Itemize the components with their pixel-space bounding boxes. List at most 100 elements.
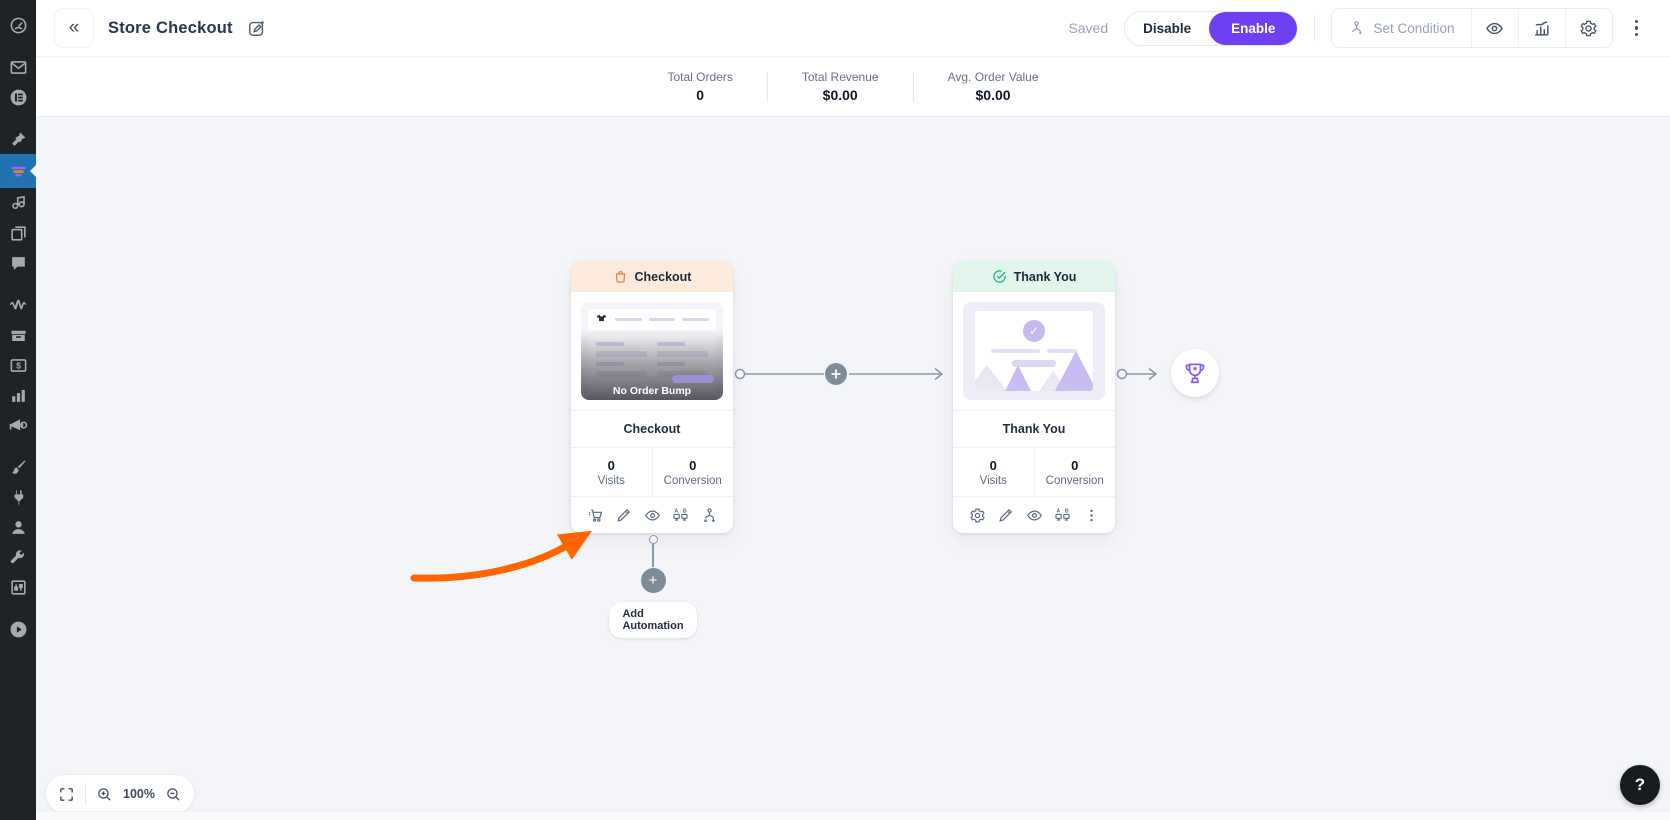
appearance-icon[interactable] (0, 452, 36, 482)
divider (1517, 9, 1519, 47)
step-more-options-button[interactable] (1083, 507, 1100, 524)
divider (1314, 15, 1316, 41)
shopping-bag-icon (615, 271, 625, 283)
funnel-stats-bar: Total Orders 0 Total Revenue $0.00 Avg. … (36, 57, 1670, 117)
step-settings-button[interactable] (969, 507, 986, 524)
step-card-thankyou[interactable]: Thank You ✓ Thank You 0 (953, 261, 1115, 533)
set-condition-button[interactable]: Set Condition (1332, 20, 1470, 37)
svg-text:B: B (683, 508, 687, 514)
funnel-end-node[interactable] (1171, 349, 1219, 397)
connector-thankyou-end (1116, 367, 1158, 381)
svg-text::: : (680, 509, 681, 514)
tools-icon[interactable] (0, 542, 36, 572)
admin-sidebar: $ (0, 0, 36, 820)
cart-icon (588, 509, 602, 522)
wpfunnels-icon[interactable] (0, 154, 36, 188)
enable-button[interactable]: Enable (1209, 11, 1298, 45)
eye-icon (1486, 22, 1503, 34)
double-chevron-left-icon: « (68, 17, 80, 38)
svg-text:A: A (674, 508, 678, 514)
step-card-checkout[interactable]: Checkout No Order Bump Checkout 0 (571, 261, 733, 533)
gear-icon (969, 508, 985, 522)
analytics-button[interactable] (1519, 9, 1565, 47)
thankyou-card-stats: 0 Visits 0 Conversion (953, 447, 1115, 496)
main-area: « Store Checkout Saved Disable Enable Se… (36, 0, 1670, 820)
marketing-icon[interactable] (0, 410, 36, 440)
divider (1564, 9, 1566, 47)
zoom-in-button[interactable] (96, 786, 113, 803)
edit-title-button[interactable] (247, 19, 266, 38)
analytics-icon[interactable] (0, 380, 36, 410)
automation-button[interactable] (701, 507, 718, 524)
thankyou-conversion: 0 Conversion (1033, 448, 1116, 496)
settings-icon[interactable] (0, 572, 36, 602)
pages-icon[interactable] (0, 218, 36, 248)
eye-icon (1026, 510, 1042, 520)
comments-icon[interactable] (0, 248, 36, 278)
zoom-out-button[interactable] (165, 786, 182, 803)
stat-avg-order-value: Avg. Order Value $0.00 (947, 70, 1039, 103)
checkout-card-header: Checkout (571, 261, 733, 292)
checkout-card-actions: A:B (571, 496, 733, 533)
mail-icon[interactable] (0, 52, 36, 82)
settings-button[interactable] (1566, 9, 1612, 47)
saved-status: Saved (1068, 20, 1109, 36)
more-options-button[interactable] (1629, 16, 1645, 41)
ab-test-icon: A:B (1055, 508, 1070, 521)
zoom-in-icon (98, 787, 111, 801)
divider (1470, 9, 1472, 47)
horizontal-scrollbar[interactable] (36, 811, 1670, 820)
zoom-level: 100% (123, 787, 155, 801)
plugins-icon[interactable] (0, 482, 36, 512)
add-step-between-button[interactable] (825, 363, 847, 385)
view-step-button[interactable] (644, 507, 661, 524)
back-button[interactable]: « (54, 8, 94, 48)
dashboard-icon[interactable] (0, 10, 36, 40)
help-button[interactable]: ? (1620, 765, 1660, 805)
add-automation-plus-button[interactable]: + (640, 568, 666, 593)
products-icon[interactable] (0, 320, 36, 350)
disable-button[interactable]: Disable (1125, 13, 1209, 44)
canvas-zoom-controls: 100% (46, 775, 194, 813)
funnel-canvas[interactable]: Checkout No Order Bump Checkout 0 (36, 117, 1670, 820)
pencil-icon (999, 508, 1013, 522)
elementor-icon[interactable] (0, 82, 36, 112)
add-automation-label[interactable]: Add Automation (609, 602, 697, 638)
topbar: « Store Checkout Saved Disable Enable Se… (36, 0, 1670, 57)
kebab-icon (1089, 509, 1093, 521)
users-icon[interactable] (0, 512, 36, 542)
zoom-out-icon (167, 787, 180, 801)
thankyou-card-header: Thank You (953, 261, 1115, 292)
automation-flow-icon (703, 507, 715, 522)
pin-icon[interactable] (0, 124, 36, 154)
woocommerce-icon[interactable] (0, 290, 36, 320)
ab-test-button[interactable]: A:B (672, 507, 689, 524)
svg-text::: : (1062, 509, 1063, 514)
collapse-icon[interactable] (0, 614, 36, 644)
checkout-step-name: Checkout (571, 410, 733, 447)
media-icon[interactable] (0, 188, 36, 218)
ab-test-icon: A:B (673, 508, 688, 521)
svg-text:A: A (1056, 508, 1060, 514)
pencil-icon (617, 508, 631, 522)
payments-icon[interactable]: $ (0, 350, 36, 380)
thankyou-thumbnail[interactable]: ✓ (963, 302, 1105, 400)
preview-eye-button[interactable] (1472, 9, 1518, 47)
badge-check-icon: ✓ (1023, 320, 1045, 342)
checkout-thumbnail[interactable]: No Order Bump (581, 302, 723, 400)
stat-total-revenue: Total Revenue $0.00 (801, 70, 879, 103)
ab-test-button[interactable]: A:B (1054, 507, 1071, 524)
annotation-arrow (410, 530, 593, 582)
enable-disable-toggle: Disable Enable (1124, 10, 1299, 46)
fullscreen-icon (60, 787, 73, 801)
thankyou-card-actions: A:B (953, 496, 1115, 533)
edit-step-button[interactable] (615, 507, 632, 524)
view-step-button[interactable] (1026, 507, 1043, 524)
edit-step-button[interactable] (997, 507, 1014, 524)
connector-line (652, 544, 654, 567)
trophy-icon (1185, 363, 1205, 384)
edit-pencil-icon (248, 20, 264, 36)
eye-icon (644, 510, 660, 520)
cart-settings-button[interactable] (587, 507, 604, 524)
fullscreen-button[interactable] (58, 786, 75, 803)
